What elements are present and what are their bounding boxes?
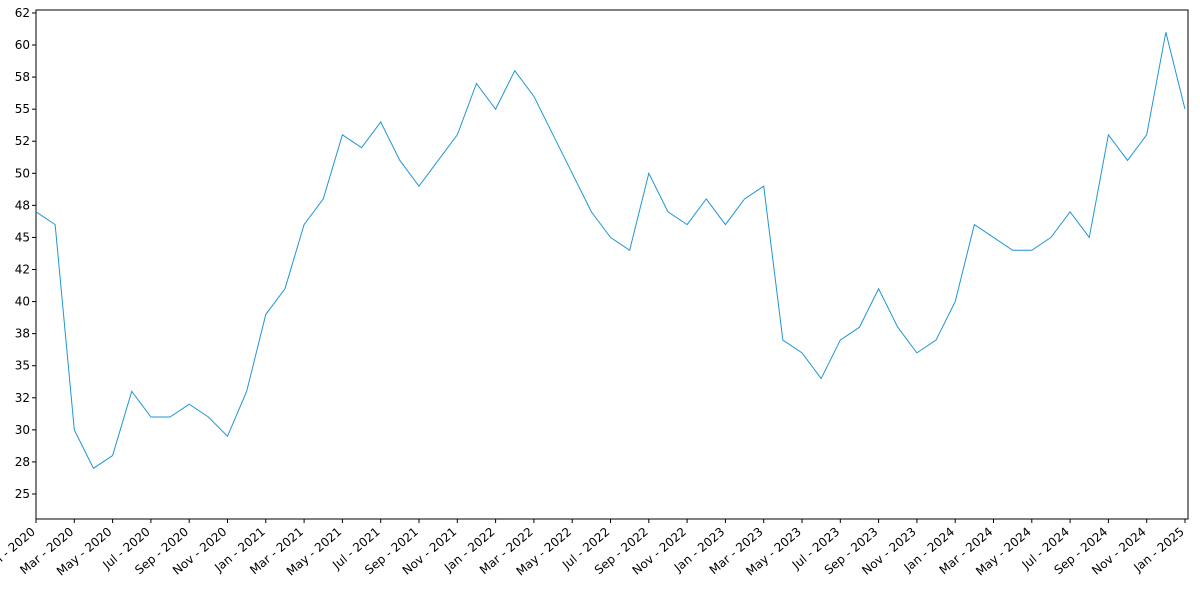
y-tick-label: 32 bbox=[15, 391, 30, 405]
y-tick-label: 42 bbox=[15, 263, 30, 277]
y-tick-label: 40 bbox=[15, 295, 30, 309]
y-tick-label: 62 bbox=[15, 6, 30, 20]
y-tick-label: 50 bbox=[15, 166, 30, 180]
y-tick-label: 38 bbox=[15, 327, 30, 341]
plot-frame bbox=[35, 9, 1189, 520]
y-tick-label: 45 bbox=[15, 230, 30, 244]
y-tick-label: 35 bbox=[15, 359, 30, 373]
y-tick-label: 60 bbox=[15, 38, 30, 52]
y-tick-label: 55 bbox=[15, 102, 30, 116]
y-tick-label: 58 bbox=[15, 70, 30, 84]
y-tick-label: 28 bbox=[15, 455, 30, 469]
y-tick-label: 30 bbox=[15, 423, 30, 437]
y-tick-label: 25 bbox=[15, 487, 30, 501]
y-tick-label: 52 bbox=[15, 134, 30, 148]
line-series bbox=[35, 32, 1186, 470]
y-tick-label: 48 bbox=[15, 198, 30, 212]
